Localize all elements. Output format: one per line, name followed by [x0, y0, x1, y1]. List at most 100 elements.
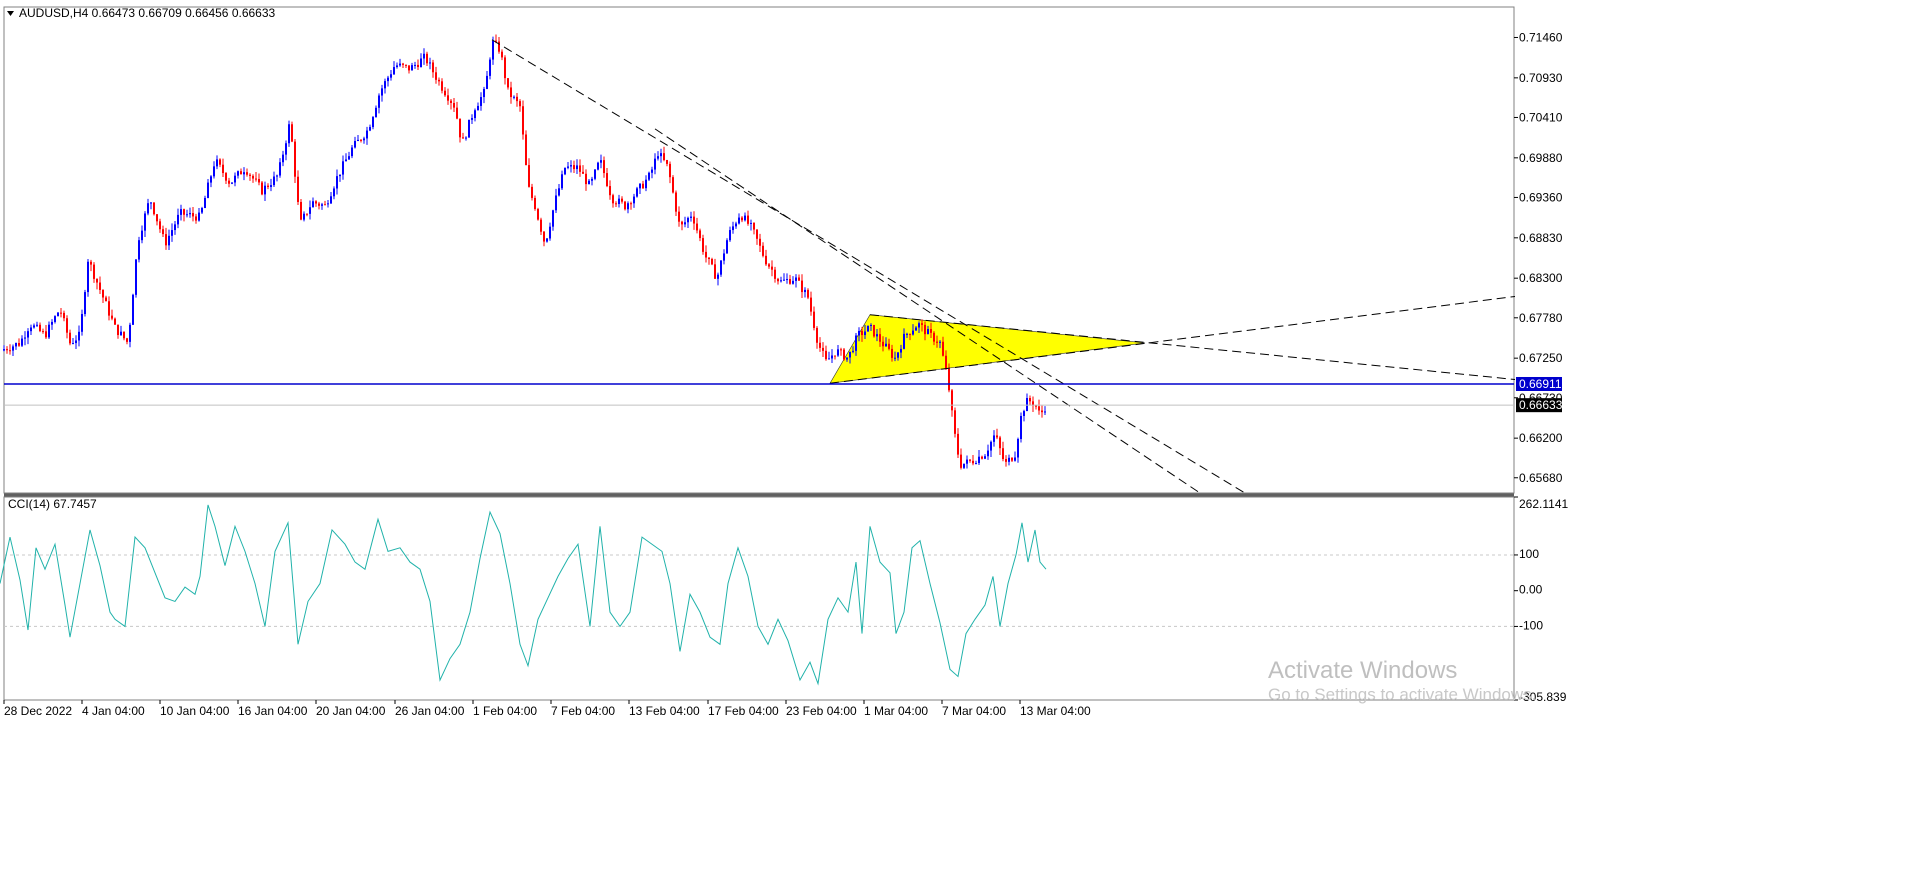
- candle-body: [861, 330, 863, 336]
- candle-body: [711, 259, 713, 265]
- candle-body: [132, 294, 134, 325]
- candle-body: [780, 280, 782, 282]
- horizontal-levels[interactable]: 0.66911 0.66633: [4, 376, 1563, 413]
- symbol-dropdown-icon[interactable]: [7, 11, 14, 16]
- candle-body: [759, 238, 761, 246]
- candle-body: [360, 139, 362, 141]
- candle-body: [270, 185, 272, 187]
- candle-body: [501, 51, 503, 58]
- time-tick-label: 20 Jan 04:00: [316, 704, 386, 718]
- candle-body: [135, 259, 137, 295]
- time-tick-label: 28 Dec 2022: [4, 704, 72, 718]
- candle-body: [1005, 459, 1007, 462]
- candle-body: [495, 40, 497, 42]
- candle-body: [801, 280, 803, 293]
- candle-body: [486, 75, 488, 89]
- candle-body: [144, 213, 146, 231]
- time-axis: 28 Dec 2022 4 Jan 04:00 10 Jan 04:00 16 Jan…: [3, 700, 1091, 718]
- time-tick-label: 17 Feb 04:00: [708, 704, 779, 718]
- cci-indicator-label: CCI(14) 67.7457: [8, 497, 97, 511]
- candle-body: [240, 171, 242, 175]
- candle-body: [42, 331, 44, 333]
- candle-body: [912, 330, 914, 335]
- candle-body: [597, 162, 599, 170]
- candle-body: [870, 324, 872, 326]
- candle-body: [927, 329, 929, 335]
- candle-body: [90, 261, 92, 265]
- candle-body: [120, 331, 122, 336]
- candle-body: [1008, 457, 1010, 462]
- candle-body: [222, 164, 224, 174]
- candle-body: [354, 141, 356, 148]
- candle-body: [219, 159, 221, 165]
- time-tick-label: 4 Jan 04:00: [82, 704, 145, 718]
- candle-body: [450, 100, 452, 103]
- dashed-trendline[interactable]: [869, 314, 1516, 380]
- candle-body: [822, 347, 824, 351]
- candle-body: [150, 202, 152, 204]
- candle-body: [744, 215, 746, 221]
- candle-body: [27, 331, 29, 338]
- candle-body: [435, 72, 437, 80]
- candle-body: [543, 231, 545, 242]
- candle-body: [516, 96, 518, 102]
- candle-body: [591, 178, 593, 181]
- candle-body: [981, 456, 983, 459]
- candle-body: [540, 219, 542, 232]
- candle-body: [909, 333, 911, 335]
- trendlines[interactable]: [491, 39, 1516, 494]
- candle-body: [939, 341, 941, 343]
- candle-body: [201, 208, 203, 213]
- candle-body: [765, 255, 767, 265]
- candle-body: [87, 261, 89, 293]
- candle-body: [12, 346, 14, 351]
- candle-body: [228, 180, 230, 184]
- dashed-trendline[interactable]: [829, 295, 1516, 384]
- candle-body: [954, 410, 956, 434]
- candle-body: [855, 335, 857, 351]
- candle-body: [612, 195, 614, 204]
- candle-body: [45, 331, 47, 338]
- candle-body: [72, 343, 74, 345]
- candle-body: [375, 107, 377, 118]
- candle-body: [1014, 457, 1016, 461]
- dashed-trendline[interactable]: [654, 128, 1201, 494]
- candle-body: [297, 176, 299, 202]
- candle-body: [417, 64, 419, 68]
- candle-body: [369, 127, 371, 131]
- candle-body: [273, 176, 275, 186]
- price-panel-frame: [3, 6, 1515, 494]
- candle-body: [873, 324, 875, 337]
- candle-body: [306, 213, 308, 215]
- candle-body: [111, 315, 113, 319]
- cci-tick-label: 100: [1519, 547, 1539, 561]
- price-tick-label: 0.71460: [1519, 30, 1563, 44]
- candle-body: [816, 327, 818, 343]
- candle-body: [213, 166, 215, 177]
- candle-body: [843, 349, 845, 360]
- candle-body: [309, 207, 311, 214]
- candle-body: [930, 329, 932, 333]
- candle-body: [738, 217, 740, 224]
- candle-body: [681, 221, 683, 225]
- candle-body: [618, 198, 620, 205]
- candle-body: [210, 176, 212, 183]
- candle-body: [174, 224, 176, 231]
- candle-body: [336, 176, 338, 189]
- candle-body: [489, 59, 491, 76]
- candle-body: [429, 62, 431, 64]
- candle-body: [393, 67, 395, 75]
- candle-body: [942, 341, 944, 356]
- candle-body: [627, 203, 629, 210]
- activate-windows-subtitle: Go to Settings to activate Windows.: [1268, 685, 1536, 704]
- dashed-trendline[interactable]: [491, 39, 1246, 494]
- candle-body: [225, 173, 227, 181]
- candle-body: [573, 165, 575, 170]
- candle-body: [771, 266, 773, 270]
- price-tag: [1516, 398, 1562, 413]
- price-tag-label: 0.66633: [1519, 398, 1563, 412]
- time-tick-label: 7 Feb 04:00: [551, 704, 615, 718]
- candle-body: [444, 90, 446, 96]
- candle-body: [1017, 439, 1019, 458]
